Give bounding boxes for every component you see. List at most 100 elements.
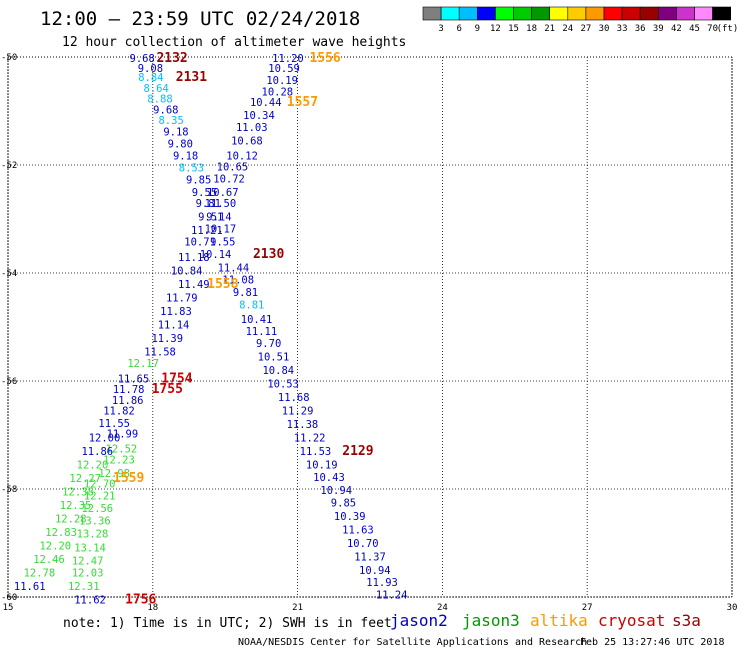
wave-height-label: 11.58 xyxy=(144,346,176,358)
wave-height-label: 10.94 xyxy=(359,565,391,577)
pass-time-label: 2129 xyxy=(342,444,373,459)
wave-height-label: 11.03 xyxy=(236,122,268,134)
wave-height-label: 11.37 xyxy=(354,552,386,564)
wave-height-label: 10.59 xyxy=(268,63,300,75)
wave-height-label: 11.18 xyxy=(178,252,210,264)
y-tick-label: -60 xyxy=(1,593,17,603)
wave-height-label: 10.84 xyxy=(262,365,294,377)
y-tick-label: -56 xyxy=(1,377,17,387)
wave-height-label: 10.94 xyxy=(320,485,352,497)
wave-height-label: 11.22 xyxy=(294,433,326,445)
wave-height-label: 11.39 xyxy=(151,333,183,345)
wave-height-label: 9.08 xyxy=(138,63,163,75)
color-scale-label: 33 xyxy=(617,24,628,34)
color-swatch xyxy=(639,6,659,21)
chart-title: 12:00 – 23:59 UTC 02/24/2018 xyxy=(40,8,360,30)
pass-time-label: 1558 xyxy=(207,277,238,292)
plot-border xyxy=(7,56,733,598)
wave-height-label: 9.80 xyxy=(168,138,193,150)
color-scale-label: 39 xyxy=(653,24,664,34)
wave-height-label: 11.86 xyxy=(81,446,113,458)
wave-height-label: 10.51 xyxy=(258,352,290,364)
color-scale-label: 12 xyxy=(490,24,501,34)
pass-time-label: 2131 xyxy=(176,70,207,85)
wave-height-label: 11.82 xyxy=(103,406,135,418)
wave-height-label: 9.14 xyxy=(206,211,231,223)
wave-height-label: 10.72 xyxy=(213,174,245,186)
wave-height-label: 12.83 xyxy=(45,527,77,539)
wave-height-label: 9.81 xyxy=(233,287,258,299)
wave-height-label: 9.68 xyxy=(153,104,178,116)
x-tick-label: 21 xyxy=(292,603,303,613)
wave-height-label: 11.61 xyxy=(14,581,46,593)
wave-height-label: 12.03 xyxy=(72,568,104,580)
wave-height-label: 11.55 xyxy=(98,418,130,430)
wave-height-label: 10.19 xyxy=(306,460,338,472)
wave-height-label: 12.23 xyxy=(103,454,135,466)
wave-height-label: 10.12 xyxy=(226,150,258,162)
color-swatch xyxy=(567,6,587,21)
wave-height-label: 10.53 xyxy=(267,379,299,391)
wave-height-label: 11.93 xyxy=(366,577,398,589)
wave-height-label: 10.41 xyxy=(241,314,273,326)
wave-height-label: 11.08 xyxy=(222,274,254,286)
color-swatch xyxy=(676,6,695,21)
wave-height-label: 12.20 xyxy=(77,460,109,472)
wave-height-label: 12.56 xyxy=(81,503,113,515)
wave-height-label: 11.63 xyxy=(342,525,374,537)
wave-height-label: 9.55 xyxy=(192,187,217,199)
wave-height-label: 10.71 xyxy=(184,237,216,249)
x-tick-label: 30 xyxy=(727,603,738,613)
pass-time-label: 1557 xyxy=(287,95,318,110)
color-scale-label: 3 xyxy=(438,24,443,34)
wave-height-label: 11.79 xyxy=(166,292,198,304)
pass-time-label: 1559 xyxy=(113,471,144,486)
pass-time-label: 1556 xyxy=(309,51,340,66)
color-scale-label: 42 xyxy=(671,24,682,34)
color-swatch xyxy=(621,6,641,21)
wave-height-label: 11.49 xyxy=(178,279,210,291)
color-swatch xyxy=(694,6,713,21)
timestamp: Feb 25 13:27:46 UTC 2018 xyxy=(580,637,725,648)
wave-height-label: 8.84 xyxy=(138,72,163,84)
color-scale-label: 21 xyxy=(544,24,555,34)
wave-height-label: 12.21 xyxy=(84,490,116,502)
wave-height-label: 13.14 xyxy=(74,542,106,554)
wave-height-label: 11.65 xyxy=(118,373,150,385)
wave-height-label: 8.88 xyxy=(147,94,172,106)
wave-height-label: 12.27 xyxy=(69,473,101,485)
wave-height-label: 12.78 xyxy=(24,568,56,580)
satellite-legend: jason2 jason3 altika cryosat s3a xyxy=(390,611,701,630)
color-swatch xyxy=(440,6,460,21)
x-tick-label: 24 xyxy=(437,603,448,613)
color-swatch xyxy=(476,6,496,21)
pass-time-label: 2132 xyxy=(156,51,187,66)
wave-height-label: 11.29 xyxy=(282,406,314,418)
wave-height-label: 8.53 xyxy=(179,163,204,175)
x-tick-label: 27 xyxy=(582,603,593,613)
wave-height-label: 9.81 xyxy=(196,198,221,210)
wave-height-label: 12.31 xyxy=(68,581,100,593)
wave-height-label: 13.36 xyxy=(79,515,111,527)
wave-height-label: 11.50 xyxy=(205,198,237,210)
color-swatch xyxy=(603,6,623,21)
wave-height-label: 12.00 xyxy=(89,433,121,445)
legend-jason2: jason2 xyxy=(390,611,448,630)
color-scale-label: 9 xyxy=(475,24,480,34)
color-scale-label: 27 xyxy=(580,24,591,34)
wave-height-label: 11.68 xyxy=(278,392,310,404)
wave-height-label: 12.46 xyxy=(33,554,65,566)
wave-height-label: 11.62 xyxy=(74,595,106,607)
wave-height-label: 11.21 xyxy=(191,225,223,237)
legend-altika: altika xyxy=(530,611,588,630)
wave-height-label: 9.51 xyxy=(198,211,223,223)
wave-height-label: 9.85 xyxy=(331,498,356,510)
color-swatch xyxy=(585,6,605,21)
pass-time-label: 2130 xyxy=(253,247,284,262)
wave-height-label: 12.47 xyxy=(72,555,104,567)
wave-height-label: 12.20 xyxy=(39,541,71,553)
wave-height-label: 11.53 xyxy=(300,446,332,458)
footnote: note: 1) Time is in UTC; 2) SWH is in fe… xyxy=(63,616,392,631)
